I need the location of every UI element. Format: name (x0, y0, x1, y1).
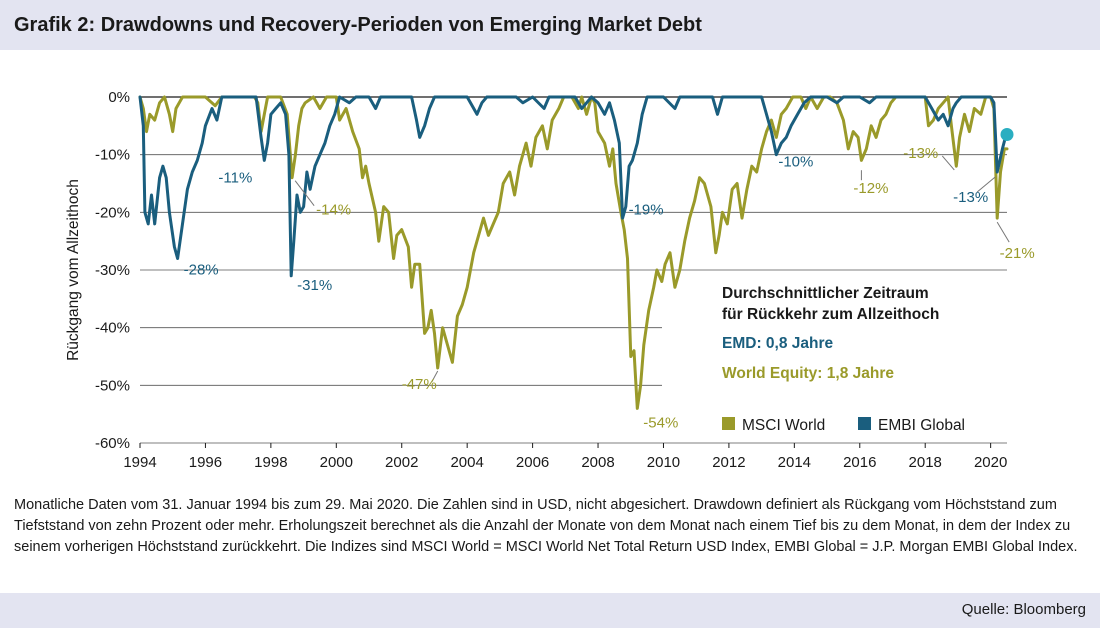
annotation-leader-line (431, 370, 439, 383)
y-tick-label: 0% (108, 89, 130, 106)
annotation-label: -13% (953, 189, 988, 206)
annotation-label: -21% (1000, 245, 1035, 262)
x-tick-label: 2004 (450, 454, 483, 471)
annotation-label: -10% (778, 154, 813, 171)
x-tick-label: 2008 (581, 454, 614, 471)
info-world-equity: World Equity: 1,8 Jahre (722, 365, 894, 382)
annotation-leader-line (294, 180, 315, 207)
footer-bar: Quelle: Bloomberg (0, 593, 1100, 628)
annotation-layer: -28% -11% -31% -14% -47% -54% -19% -10% -12% -13%… (184, 145, 1035, 431)
annotation-label: -11% (218, 169, 252, 186)
footnote: Monatliche Daten vom 31. Januar 1994 bis… (14, 497, 1078, 555)
annotation-label: -14% (316, 202, 351, 219)
annotation-label: -54% (643, 414, 678, 431)
x-tick-label: 2012 (712, 454, 745, 471)
legend: MSCI World EMBI Global (722, 417, 965, 434)
x-tick-label: 1998 (254, 454, 287, 471)
info-title-line2: für Rückkehr zum Allzeithoch (722, 306, 939, 323)
x-tick-label: 2020 (974, 454, 1007, 471)
y-axis-label: Rückgang vom Allzeithoch (65, 179, 82, 361)
annotation-label: -28% (184, 261, 219, 278)
y-tick-label: -30% (95, 262, 130, 279)
chart-title: Grafik 2: Drawdowns und Recovery-Periode… (14, 14, 702, 36)
info-title-line1: Durchschnittlicher Zeitraum (722, 285, 929, 302)
header-bar: Grafik 2: Drawdowns und Recovery-Periode… (0, 0, 1100, 50)
annotation-label: -12% (853, 180, 888, 197)
x-tick-label: 2006 (516, 454, 549, 471)
x-tick-label: 1994 (123, 454, 156, 471)
x-tick-label: 2016 (843, 454, 876, 471)
drawdown-chart: -28% -11% -31% -14% -47% -54% -19% -10% -12% -13%… (0, 50, 1100, 490)
y-tick-label: -60% (95, 435, 130, 452)
annotation-leader-line (996, 221, 1010, 243)
y-tick-label: -50% (95, 377, 130, 394)
series-line-msci-world (138, 95, 1009, 410)
y-tick-label: -40% (95, 320, 130, 337)
x-tick-label: 2000 (320, 454, 353, 471)
x-tick-label: 2002 (385, 454, 418, 471)
grid-layer (140, 96, 1007, 444)
annotation-label: -47% (402, 376, 437, 393)
info-emd: EMD: 0,8 Jahre (722, 335, 834, 352)
source-note: Quelle: Bloomberg (961, 601, 1086, 618)
legend-swatch-embi-global (858, 417, 871, 430)
annotation-label: -13% (903, 145, 938, 162)
x-tick-label: 1996 (189, 454, 222, 471)
series-line-embi-global (138, 95, 1007, 278)
x-tick-label: 2010 (647, 454, 680, 471)
annotation-label: -19% (629, 202, 664, 219)
info-box: Durchschnittlicher Zeitraum für Rückkehr… (722, 285, 939, 382)
y-tick-label: -10% (95, 147, 130, 164)
annotation-leader-line (976, 176, 996, 193)
legend-label-msci-world: MSCI World (742, 417, 825, 434)
x-tick-label: 2018 (909, 454, 942, 471)
series-layer (138, 95, 1014, 410)
y-tick-label: -20% (95, 204, 130, 221)
axis-layer: 0% -10% -20% -30% -40% -50% -60% 1994 1996 1998 20… (95, 89, 1007, 471)
legend-swatch-msci-world (722, 417, 735, 430)
chart-svg: -28% -11% -31% -14% -47% -54% -19% -10% -12% -13%… (65, 89, 1035, 471)
end-marker-dot (1000, 127, 1014, 141)
x-tick-label: 2014 (778, 454, 811, 471)
annotation-leader-line (941, 155, 955, 171)
legend-label-embi-global: EMBI Global (878, 417, 965, 434)
annotation-label: -31% (297, 277, 332, 294)
